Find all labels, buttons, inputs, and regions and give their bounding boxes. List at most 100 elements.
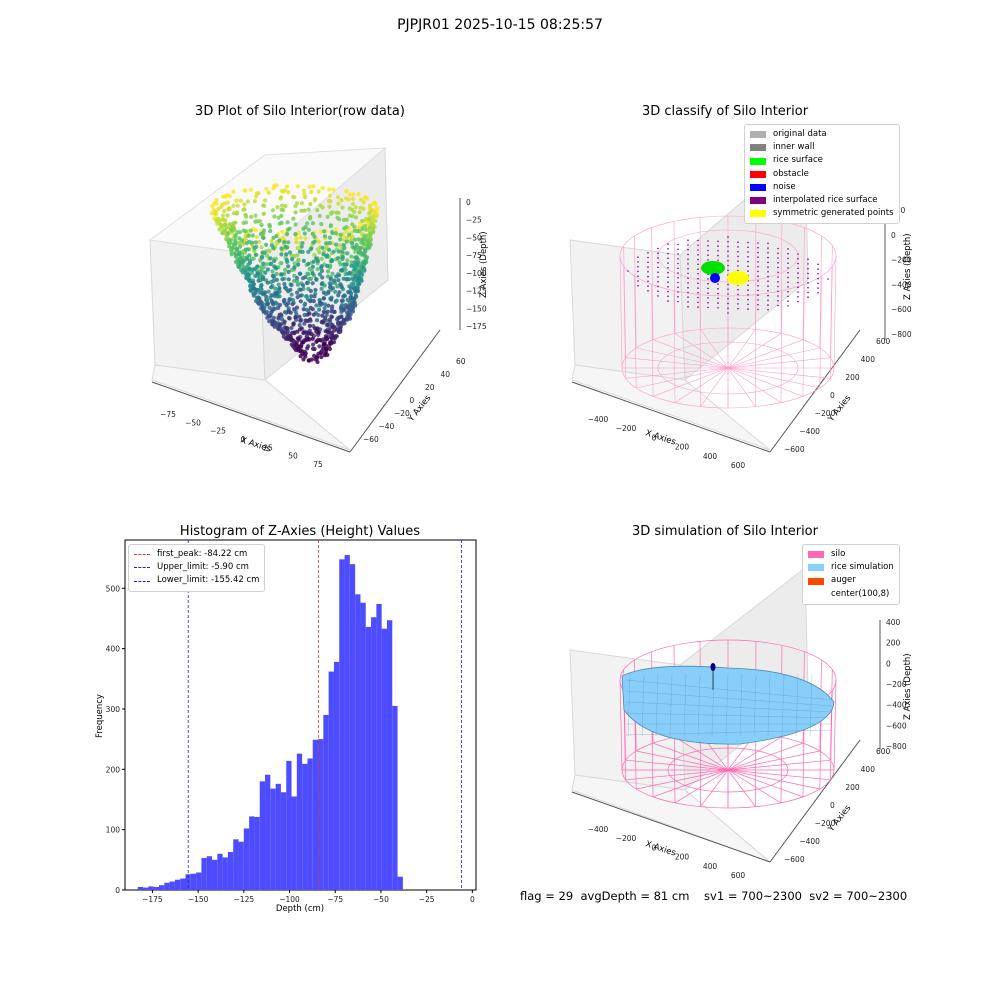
interpolated-point [647,261,649,264]
panel2-y-tick: −200 [815,409,836,418]
point [323,302,328,307]
legend-swatch [750,131,766,139]
point [350,207,355,212]
point [352,224,357,229]
point [301,340,306,345]
point [294,236,299,241]
point [308,214,313,220]
interpolated-point [757,284,759,287]
histogram-x-tick: −125 [234,895,255,904]
point [298,271,303,276]
point [330,325,335,330]
panel2-rice-surface-cluster [701,261,725,275]
legend-entry: Upper_limit: -5.90 cm [134,561,259,574]
point [243,188,248,193]
point [296,230,301,235]
point [285,184,290,189]
point [219,204,224,210]
panel2-x-axis [571,381,771,453]
interpolated-point [697,249,699,251]
point [346,277,351,282]
panel1-y-tick: −40 [379,422,395,431]
point [313,357,318,362]
point [315,208,320,213]
point [281,208,286,213]
point [335,256,341,261]
histogram-bar [376,603,382,890]
interpolated-point [757,251,759,254]
point [295,184,301,189]
point [350,276,355,281]
point [328,277,333,282]
legend-swatch [750,210,766,218]
histogram-bar [328,671,334,890]
point [339,198,344,203]
histogram-bar [227,851,234,890]
point [324,254,329,259]
point [289,282,294,288]
point [330,286,336,291]
panel2-y-tick: −600 [784,445,805,454]
histogram-bar [169,881,175,890]
interpolated-point [737,265,739,267]
point [338,232,343,237]
point [317,213,322,219]
point [357,281,362,286]
point [264,242,269,247]
interpolated-point [717,292,719,295]
interpolated-point [747,260,749,263]
point [221,194,226,199]
point [316,189,321,194]
point [327,240,332,246]
point [269,310,274,315]
point [282,330,287,335]
interpolated-point [727,302,729,305]
point [313,287,318,293]
interpolated-point [807,258,809,260]
point [280,277,285,282]
point [270,208,275,213]
point [309,331,314,337]
panel1-y-axis [349,329,441,453]
point [291,321,296,327]
point [306,261,311,266]
panel4-z-tick: 0 [886,659,891,668]
point [292,265,297,270]
point [338,237,343,242]
interpolated-point [797,281,799,284]
point [298,293,303,298]
point [262,203,267,208]
point [300,276,306,281]
point [264,187,269,192]
interpolated-point [727,307,729,310]
point [336,210,341,215]
interpolated-point [687,263,689,265]
point [337,243,342,248]
point [268,256,273,261]
point [339,285,344,290]
point [267,319,272,324]
interpolated-point [647,275,649,278]
point [298,344,303,349]
panel1-x-tick: 75 [313,460,323,469]
point [340,254,345,260]
legend-swatch [750,144,766,152]
point [347,213,352,218]
point [253,213,258,218]
histogram-bar [355,594,361,890]
interpolated-point [677,248,679,251]
interpolated-point [697,306,699,308]
point [287,226,292,231]
interpolated-point [677,243,679,246]
point [308,247,313,252]
interpolated-point [807,296,809,298]
point [318,203,323,208]
point [282,281,287,287]
point [319,264,324,269]
interpolated-point [707,278,709,280]
interpolated-point [667,300,669,302]
panel4-z-tick: 200 [886,639,901,648]
point [257,239,262,245]
point [298,299,303,304]
point [320,319,326,324]
